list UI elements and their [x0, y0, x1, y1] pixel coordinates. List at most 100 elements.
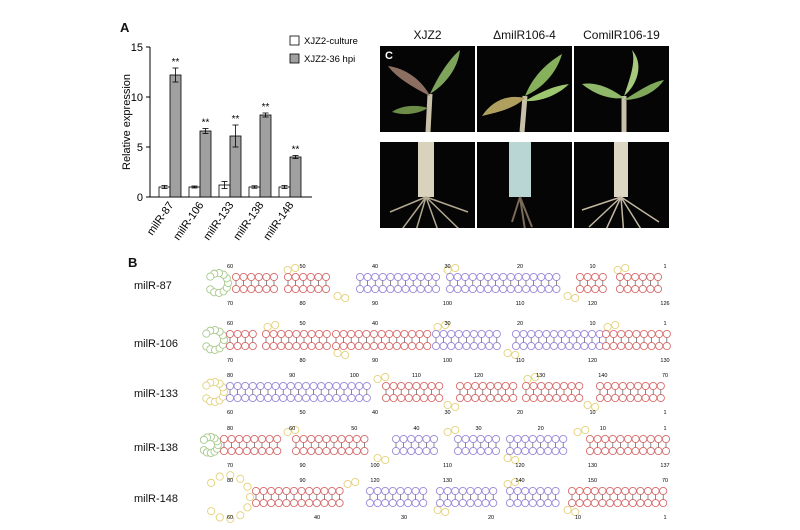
- nucleotide: [468, 284, 477, 294]
- photo-complement-roots: [574, 142, 669, 228]
- nucleotide: [598, 486, 607, 496]
- nucleotide: [327, 486, 337, 496]
- nucleotide: [299, 446, 308, 456]
- nucleotide: [639, 329, 649, 339]
- nucleotide: [519, 329, 528, 339]
- photo-column-title-complement: ComilR106-19: [583, 28, 660, 42]
- nucleotide: [626, 393, 635, 403]
- nucleotide: [486, 381, 495, 391]
- position-number: 80: [299, 301, 305, 307]
- nucleotide: [324, 393, 333, 403]
- nucleotide: [429, 434, 439, 444]
- nucleotide: [662, 341, 671, 351]
- nucleotide: [469, 341, 479, 351]
- nucleotide: [451, 263, 460, 273]
- nucleotide: [314, 446, 323, 456]
- nucleotide: [505, 498, 515, 508]
- nucleotide: [381, 381, 391, 391]
- nucleotide: [207, 478, 216, 487]
- position-number: 1: [663, 410, 666, 416]
- nucleotide: [393, 272, 403, 282]
- nucleotide: [388, 498, 397, 508]
- nucleotide: [536, 446, 545, 456]
- nucleotide: [347, 381, 356, 391]
- nucleotide: [462, 341, 471, 351]
- nucleotide: [257, 434, 267, 444]
- nucleotide: [601, 329, 611, 339]
- nucleotide: [339, 341, 348, 351]
- position-number: 50: [299, 321, 305, 327]
- position-number: 20: [538, 426, 544, 432]
- nucleotide: [641, 393, 650, 403]
- nucleotide: [549, 341, 559, 351]
- position-number: 90: [289, 373, 295, 379]
- nucleotide: [567, 486, 577, 496]
- nucleotide: [529, 284, 538, 294]
- nucleotide: [263, 393, 273, 403]
- nucleotide: [392, 329, 401, 339]
- nucleotide: [305, 486, 314, 496]
- nucleotide: [233, 393, 242, 403]
- position-number: 1: [663, 321, 666, 327]
- position-number: 10: [589, 264, 595, 270]
- y-tick-label: 0: [137, 192, 143, 204]
- position-number: 20: [488, 515, 494, 521]
- nucleotide: [565, 329, 574, 339]
- position-number: 130: [536, 373, 545, 379]
- nucleotide: [624, 329, 633, 339]
- nucleotide: [422, 434, 431, 444]
- nucleotide: [617, 329, 626, 339]
- nucleotide: [215, 513, 224, 522]
- nucleotide: [646, 272, 655, 282]
- significance-marker: **: [232, 114, 240, 125]
- nucleotide: [247, 272, 256, 282]
- position-number: 30: [444, 321, 450, 327]
- nucleotide: [544, 284, 553, 294]
- nucleotide: [236, 474, 245, 483]
- nucleotide: [407, 446, 416, 456]
- nucleotide: [616, 434, 625, 444]
- nucleotide: [435, 486, 445, 496]
- nucleotide: [476, 284, 485, 294]
- nucleotide: [286, 393, 295, 403]
- position-number: 70: [227, 463, 233, 469]
- nucleotide: [631, 272, 640, 282]
- nucleotide: [299, 434, 308, 444]
- x-tick-label: milR-148: [261, 200, 296, 243]
- nucleotide: [509, 381, 518, 391]
- photo-column-title-mutant: ΔmilR106-4: [493, 28, 556, 42]
- nucleotide: [455, 381, 465, 391]
- nucleotide: [593, 434, 602, 444]
- nucleotide: [241, 341, 250, 351]
- nucleotide: [583, 400, 592, 410]
- nucleotide: [431, 284, 441, 294]
- nucleotide: [527, 341, 536, 351]
- nucleotide: [528, 446, 537, 456]
- nucleotide: [322, 341, 331, 351]
- nucleotide: [215, 472, 224, 481]
- nucleotide: [628, 486, 637, 496]
- nucleotide: [347, 341, 356, 351]
- nucleotide: [419, 498, 428, 508]
- nucleotide: [481, 498, 490, 508]
- bar-36hpi: [259, 114, 272, 198]
- nucleotide: [647, 329, 656, 339]
- nucleotide: [271, 381, 280, 391]
- nucleotide: [643, 486, 653, 496]
- nucleotide: [621, 263, 630, 273]
- nucleotide: [347, 329, 356, 339]
- nucleotide: [662, 329, 671, 339]
- nucleotide: [511, 455, 520, 465]
- nucleotide: [407, 341, 417, 351]
- nucleotide: [543, 486, 553, 496]
- nucleotide: [373, 486, 382, 496]
- nucleotide: [407, 434, 416, 444]
- nucleotide: [282, 498, 291, 508]
- nucleotide: [447, 341, 456, 351]
- nucleotide: [414, 434, 423, 444]
- nucleotide: [241, 393, 250, 403]
- nucleotide: [521, 498, 530, 508]
- position-number: 20: [517, 321, 523, 327]
- nucleotide: [391, 434, 401, 444]
- nucleotide: [239, 284, 248, 294]
